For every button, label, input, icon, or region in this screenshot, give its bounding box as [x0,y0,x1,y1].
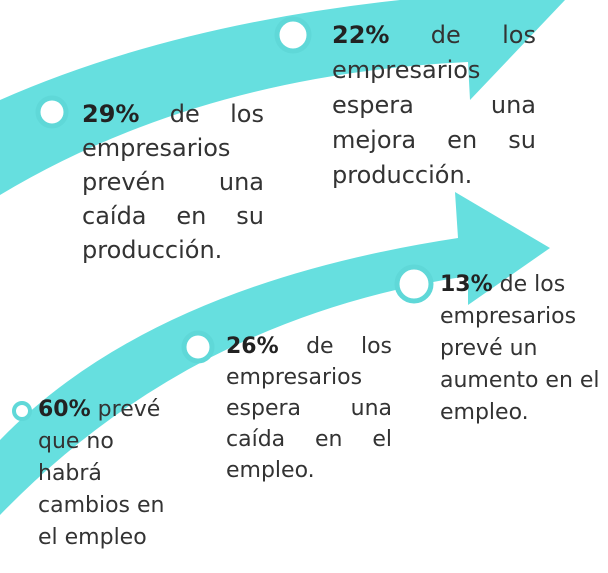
item-text: de los empresarios espera una mejora en … [332,21,536,189]
item: 60% prevé que no habrá cambios en el emp… [38,394,178,554]
item-text: prevé que no habrá cambios en el empleo [38,397,165,550]
marker [12,401,32,421]
percent: 60% [38,397,91,422]
marker [35,95,69,129]
item: 29% de los empresarios prevén una caída … [82,97,264,267]
item-text: de los empresarios espera una caída en e… [226,334,393,483]
marker [394,264,434,304]
item: 26% de los empresarios espera una caída … [226,331,392,486]
top-arrow [0,0,565,195]
percent: 29% [82,100,140,128]
item: 13% de los empresarios prevé un aumento … [440,269,608,429]
item-text: de los empresarios prevén una caída en s… [82,100,264,264]
percent: 22% [332,21,390,49]
item: 22% de los empresarios espera una mejora… [332,18,536,193]
percent: 26% [226,334,279,359]
item-text: de los empresarios prevé un aumento en e… [440,272,600,425]
marker [274,16,312,54]
percent: 13% [440,272,493,297]
marker [181,330,215,364]
